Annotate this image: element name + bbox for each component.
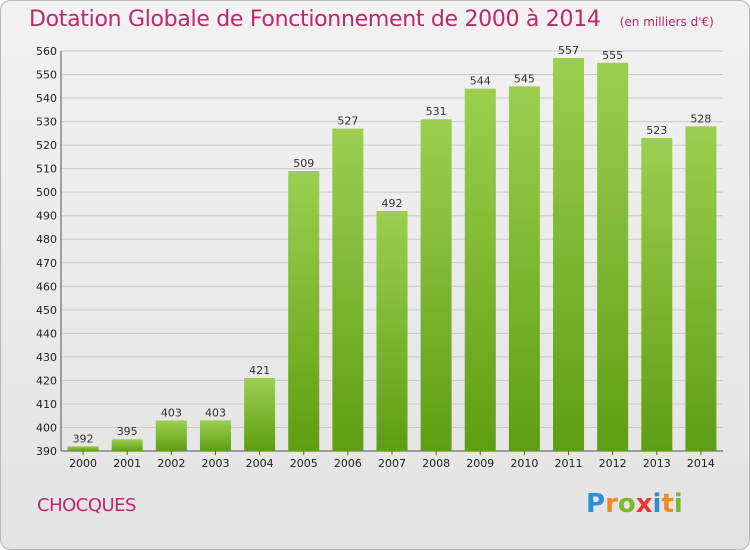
x-tick-label: 2007 — [378, 457, 406, 470]
y-tick-label: 560 — [36, 45, 57, 58]
data-label: 545 — [514, 72, 535, 85]
chart-subtitle: (en milliers d'€) — [619, 15, 714, 29]
y-tick-label: 490 — [36, 210, 57, 223]
bar — [376, 211, 408, 451]
data-label: 509 — [293, 157, 314, 170]
bar — [332, 128, 364, 451]
bar — [199, 420, 231, 451]
y-tick-label: 410 — [36, 398, 57, 411]
x-tick-label: 2009 — [466, 457, 494, 470]
data-label: 492 — [382, 197, 403, 210]
logo-letter: i — [673, 489, 683, 519]
bar — [685, 126, 717, 451]
data-label: 392 — [73, 432, 94, 445]
x-tick-label: 2014 — [687, 457, 715, 470]
bar — [288, 171, 320, 451]
x-tick-label: 2013 — [643, 457, 671, 470]
bar — [641, 138, 673, 451]
x-tick-label: 2011 — [555, 457, 583, 470]
commune-name: CHOCQUES — [37, 495, 136, 516]
proxiti-logo: Proxiti — [586, 489, 683, 519]
y-tick-label: 540 — [36, 92, 57, 105]
y-tick-label: 500 — [36, 186, 57, 199]
bar — [464, 88, 496, 451]
x-tick-label: 2006 — [334, 457, 362, 470]
y-tick-label: 480 — [36, 233, 57, 246]
x-tick-label: 2004 — [246, 457, 274, 470]
y-tick-label: 420 — [36, 374, 57, 387]
title-block: Dotation Globale de Fonctionnement de 20… — [29, 7, 714, 32]
y-tick-label: 450 — [36, 304, 57, 317]
bar — [244, 378, 276, 451]
y-tick-label: 460 — [36, 280, 57, 293]
logo-letter: P — [586, 489, 606, 519]
x-tick-label: 2000 — [69, 457, 97, 470]
data-label: 527 — [337, 115, 358, 128]
data-label: 557 — [558, 44, 579, 57]
x-tick-label: 2002 — [157, 457, 185, 470]
y-tick-label: 390 — [36, 445, 57, 458]
logo-letter: r — [605, 489, 618, 519]
logo-letter: x — [635, 489, 653, 519]
bar — [553, 58, 585, 451]
data-label: 544 — [470, 75, 491, 88]
y-tick-label: 400 — [36, 421, 57, 434]
x-tick-label: 2003 — [201, 457, 229, 470]
data-label: 403 — [205, 406, 226, 419]
x-tick-label: 2012 — [599, 457, 627, 470]
logo-letter: t — [661, 489, 674, 519]
y-tick-label: 530 — [36, 116, 57, 129]
chart-title: Dotation Globale de Fonctionnement de 20… — [29, 7, 601, 32]
y-tick-label: 550 — [36, 69, 57, 82]
data-label: 523 — [646, 124, 667, 137]
x-tick-label: 2001 — [113, 457, 141, 470]
data-label: 528 — [690, 112, 711, 125]
data-label: 395 — [117, 425, 138, 438]
x-tick-label: 2005 — [290, 457, 318, 470]
y-tick-label: 430 — [36, 351, 57, 364]
bar — [420, 119, 452, 451]
y-tick-label: 470 — [36, 257, 57, 270]
data-label: 531 — [426, 105, 447, 118]
bar — [508, 86, 540, 451]
y-tick-label: 510 — [36, 163, 57, 176]
y-tick-label: 440 — [36, 327, 57, 340]
logo-letter: i — [652, 489, 662, 519]
bar — [111, 439, 143, 451]
data-label: 403 — [161, 406, 182, 419]
bar — [155, 420, 187, 451]
bar — [67, 446, 99, 451]
bar — [597, 62, 629, 451]
logo-letter: o — [617, 489, 636, 519]
x-tick-label: 2010 — [510, 457, 538, 470]
y-tick-label: 520 — [36, 139, 57, 152]
x-tick-label: 2008 — [422, 457, 450, 470]
data-label: 421 — [249, 364, 270, 377]
data-label: 555 — [602, 49, 623, 62]
